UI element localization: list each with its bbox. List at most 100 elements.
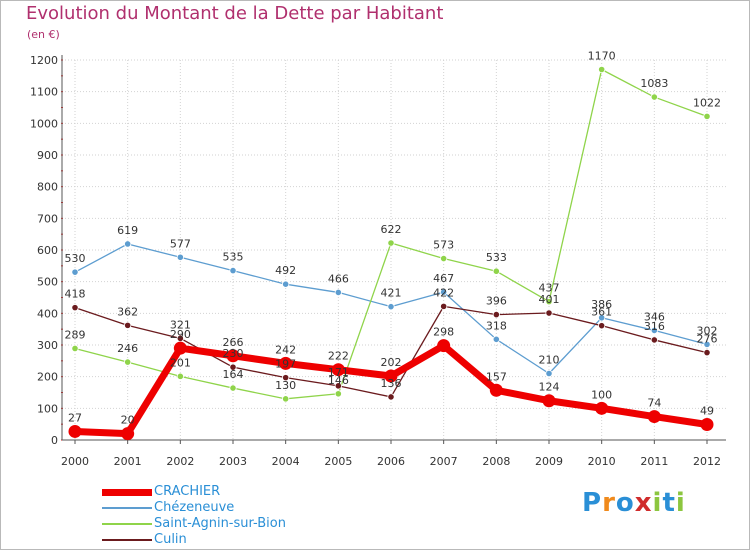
data-point-crachier [331,363,345,377]
data-label-culin: 401 [539,293,560,306]
data-point-ch-zeneuve [282,280,290,288]
data-point-saint-agnin-sur-bion [650,93,658,101]
data-label-crachier: 157 [486,370,507,383]
data-point-culin [124,321,132,329]
legend-swatch [102,507,152,509]
data-label-crachier: 266 [223,336,244,349]
data-point-crachier [595,401,609,415]
axes: 0 100 200 300 400 500 600 700 800 900 1000 1100 1200… [30,54,726,468]
data-label-crachier: 74 [647,397,661,410]
legend: CRACHIER Chézeneuve Saint-Agnin-sur-Bion Cu… [102,484,402,548]
data-point-ch-zeneuve [598,314,606,322]
data-point-saint-agnin-sur-bion [387,239,395,247]
data-label-saint-agnin-sur-bion: 1170 [588,50,616,63]
data-point-saint-agnin-sur-bion [545,298,553,306]
data-point-culin [387,393,395,401]
data-label-ch-zeneuve: 421 [381,287,402,300]
data-label-saint-agnin-sur-bion: 146 [328,374,349,387]
data-point-saint-agnin-sur-bion [124,358,132,366]
data-point-crachier [700,417,714,431]
data-label-crachier: 242 [275,343,296,356]
series-group [68,65,714,441]
data-label-culin: 230 [223,347,244,360]
chart-title: Evolution du Montant de la Dette par Hab… [26,3,444,24]
data-label-saint-agnin-sur-bion: 289 [65,328,86,341]
data-point-ch-zeneuve [492,335,500,343]
data-point-culin [282,374,290,382]
data-label-crachier: 202 [381,356,402,369]
data-point-culin [229,363,237,371]
legend-item: Saint-Agnin-sur-Bion [102,516,402,532]
data-label-ch-zeneuve: 577 [170,237,191,250]
data-label-ch-zeneuve: 492 [275,264,296,277]
data-point-culin [71,304,79,312]
data-point-crachier [542,394,556,408]
data-label-saint-agnin-sur-bion: 1022 [693,96,721,109]
data-point-saint-agnin-sur-bion [176,372,184,380]
y-tick-label: 1200 [30,54,58,67]
legend-label: Chézeneuve [154,500,235,515]
data-point-ch-zeneuve [650,326,658,335]
data-label-culin: 276 [697,333,718,346]
data-label-culin: 362 [117,305,138,318]
data-point-saint-agnin-sur-bion [703,112,711,120]
data-point-culin [545,309,553,317]
data-point-ch-zeneuve [387,303,395,311]
data-point-crachier [489,383,503,397]
data-label-saint-agnin-sur-bion: 437 [539,282,560,295]
data-point-ch-zeneuve [703,340,711,348]
y-tick-label: 1000 [30,117,58,130]
data-point-saint-agnin-sur-bion [334,390,342,398]
y-tick-label: 800 [37,181,58,194]
x-tick-label: 2007 [430,455,458,468]
data-label-ch-zeneuve: 318 [486,319,507,332]
data-point-saint-agnin-sur-bion [71,344,79,353]
data-label-crachier: 27 [68,411,82,424]
y-tick-label: 200 [37,371,58,384]
data-point-culin [334,382,342,390]
data-label-saint-agnin-sur-bion: 573 [433,239,454,252]
data-point-culin [650,336,658,344]
y-tick-label: 0 [51,434,58,447]
data-label-culin: 321 [170,318,191,331]
data-label-crachier: 290 [170,328,191,341]
data-label-ch-zeneuve: 530 [65,252,86,265]
data-label-ch-zeneuve: 346 [644,310,665,323]
data-point-crachier [437,339,451,353]
y-tick-label: 700 [37,212,58,225]
y-tick-label: 500 [37,276,58,289]
legend-label: CRACHIER [154,484,221,499]
data-label-culin: 136 [381,377,402,390]
x-tick-label: 2004 [272,455,300,468]
unit-label: (en €) [27,28,60,41]
legend-label: Culin [154,532,187,547]
y-tick-label: 600 [37,244,58,257]
x-tick-label: 2003 [219,455,247,468]
y-tick-label: 1100 [30,86,58,99]
x-tick-label: 2011 [640,455,668,468]
x-tick-label: 2005 [324,455,352,468]
data-point-crachier [647,410,661,424]
data-label-saint-agnin-sur-bion: 201 [170,356,191,369]
data-label-crachier: 20 [121,414,135,427]
x-tick-label: 2002 [166,455,194,468]
data-point-ch-zeneuve [545,369,553,378]
data-label-saint-agnin-sur-bion: 246 [117,342,138,355]
data-label-saint-agnin-sur-bion: 622 [381,223,402,236]
data-point-saint-agnin-sur-bion [598,65,606,74]
proxiti-logo: Proxiti [582,488,686,518]
data-point-crachier [173,341,187,355]
data-point-saint-agnin-sur-bion [229,384,237,392]
data-label-saint-agnin-sur-bion: 130 [275,379,296,392]
data-point-crachier [279,356,293,370]
x-tick-label: 2001 [114,455,142,468]
data-point-saint-agnin-sur-bion [492,267,500,275]
data-label-saint-agnin-sur-bion: 1083 [640,77,668,90]
legend-label: Saint-Agnin-sur-Bion [154,516,286,531]
data-label-culin: 396 [486,295,507,308]
data-label-crachier: 49 [700,404,714,417]
data-point-crachier [226,349,240,363]
x-tick-label: 2006 [377,455,405,468]
legend-item: Culin [102,532,402,548]
